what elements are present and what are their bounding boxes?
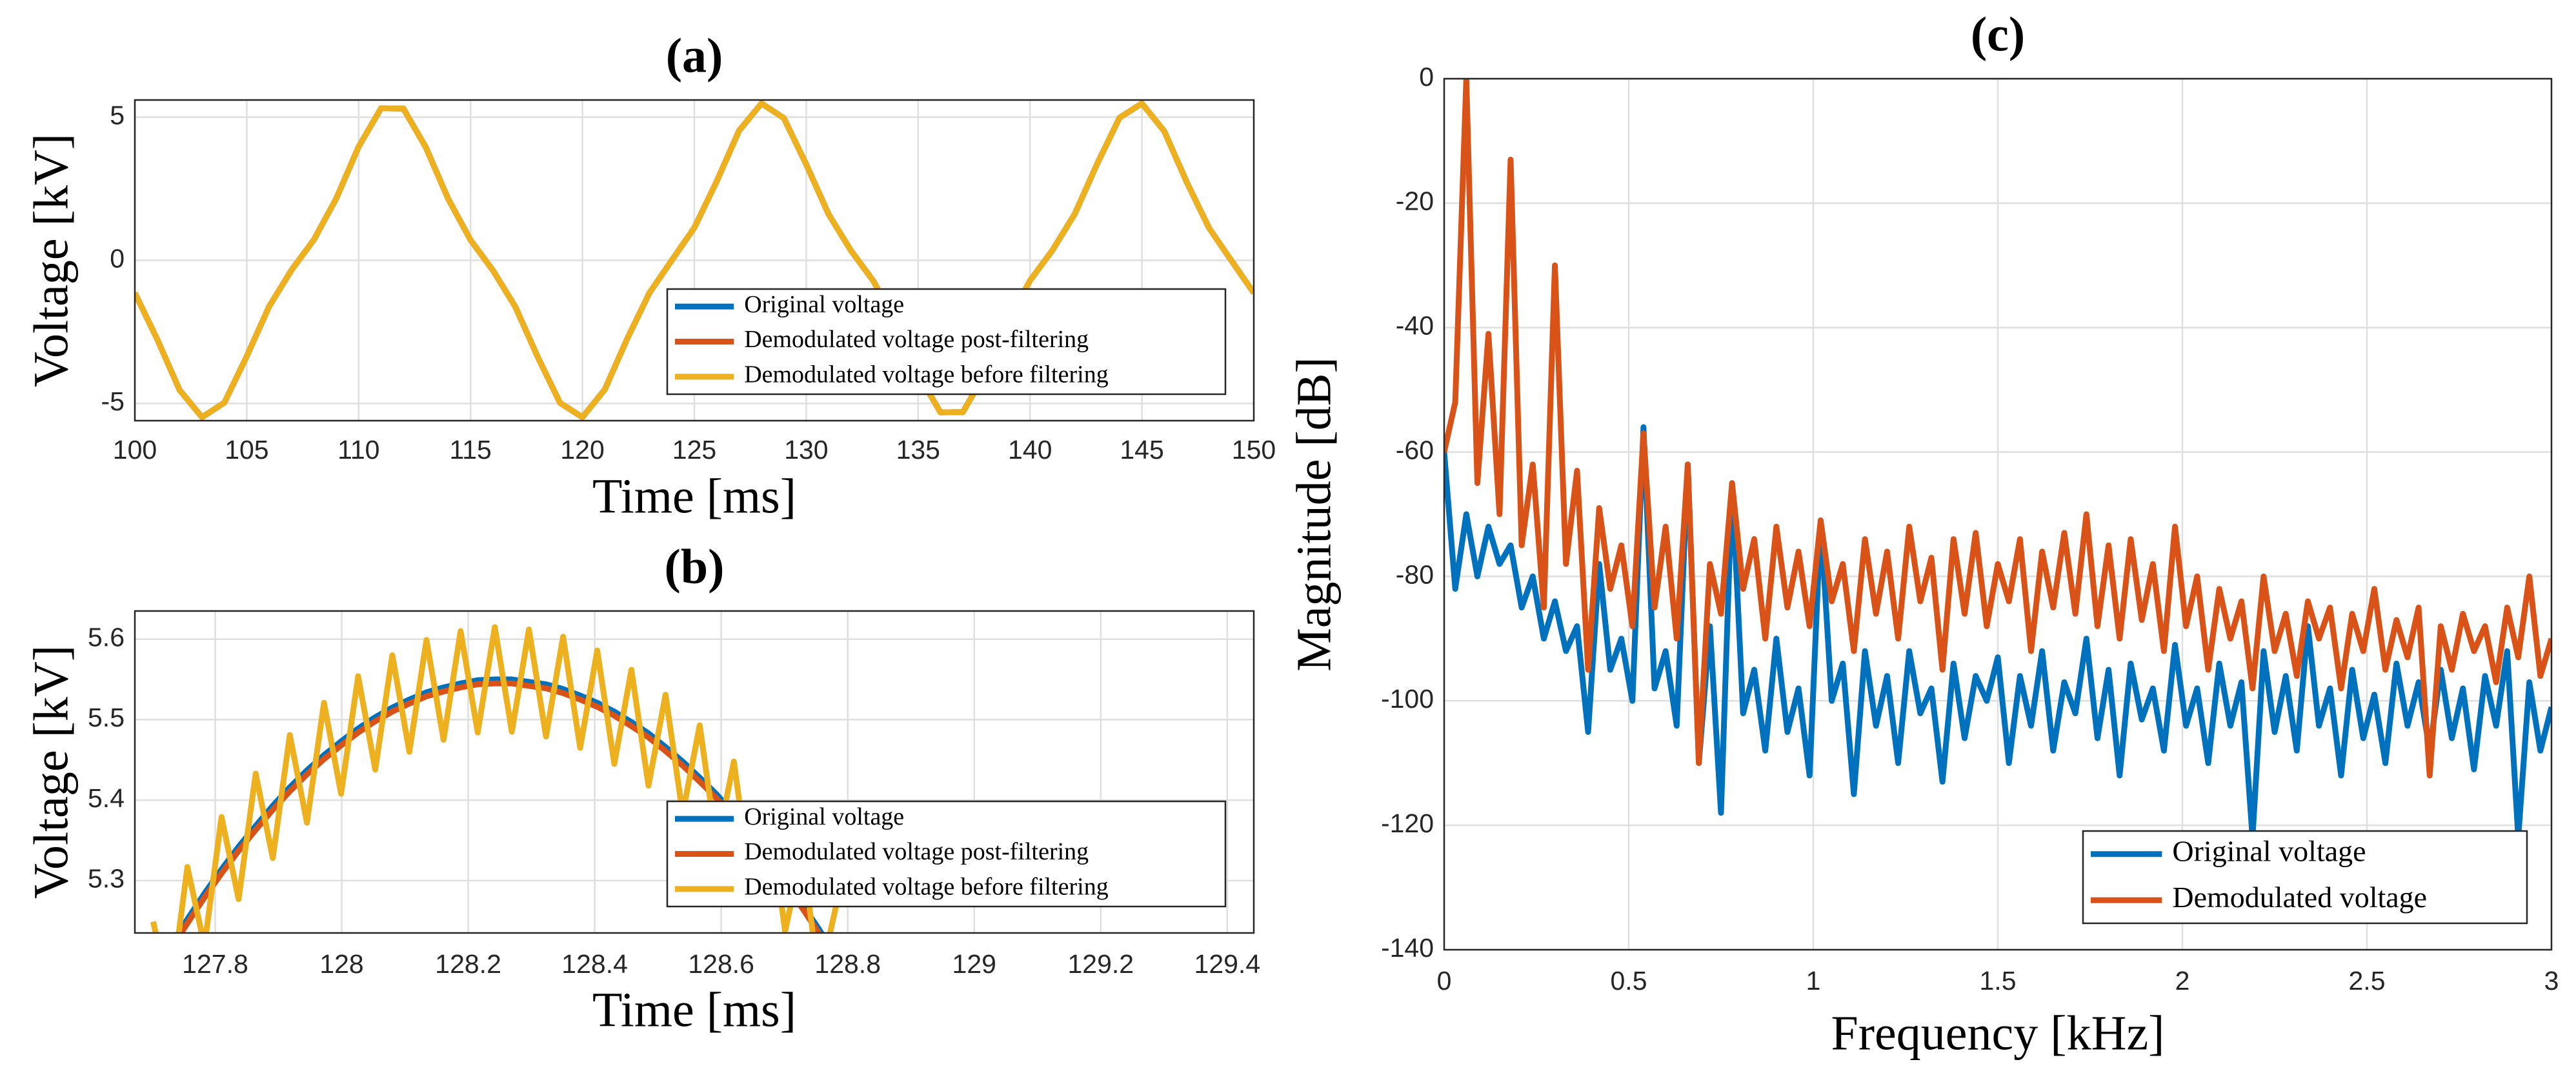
legend-label: Demodulated voltage before filtering [744, 361, 1109, 388]
y-tick-label: 0 [1419, 62, 1434, 92]
y-axis-label: Voltage [kV] [24, 134, 78, 387]
legend-box [666, 288, 1227, 396]
x-tick-label: 128.8 [814, 949, 881, 979]
y-tick-label: -40 [1396, 311, 1434, 341]
subplot-title: (b) [665, 539, 725, 594]
data-line [1444, 424, 2551, 841]
x-tick-label: 100 [113, 435, 157, 465]
legend-label: Original voltage [744, 291, 904, 318]
y-axis-label: Voltage [kV] [24, 645, 78, 899]
y-tick-label: 5.5 [88, 703, 125, 732]
subplot-title: (a) [666, 28, 723, 83]
y-axis-label: Magnitude [dB] [1287, 357, 1341, 672]
y-tick-label: 5.4 [88, 783, 125, 813]
legend-label: Original voltage [2172, 834, 2366, 867]
subplot: 100 105 110 115 120 125 130 135 140 145 150 -5 0 5 (a)… [24, 28, 1276, 523]
x-tick-label: 120 [560, 435, 604, 465]
legend-label: Demodulated voltage before filtering [744, 874, 1109, 901]
x-tick-label: 110 [337, 435, 379, 465]
x-tick-label: 2.5 [2349, 966, 2386, 996]
y-tick-label: 5.3 [88, 864, 125, 894]
x-tick-label: 0 [1437, 966, 1452, 996]
x-axis-label: Time [ms] [592, 469, 796, 523]
data-line [1444, 79, 2551, 779]
x-tick-label: 129.4 [1194, 949, 1261, 979]
axes-box [134, 610, 1255, 934]
x-tick-label: 105 [225, 435, 268, 465]
x-tick-label: 145 [1120, 435, 1163, 465]
x-tick-label: 3 [2544, 966, 2559, 996]
y-tick-label: -80 [1396, 559, 1434, 589]
y-tick-label: 5.6 [88, 622, 125, 652]
legend-label: Demodulated voltage [2172, 881, 2427, 914]
x-tick-label: 128.6 [688, 949, 754, 979]
x-tick-label: 1 [1806, 966, 1821, 996]
legend-box [666, 800, 1227, 908]
x-tick-label: 0.5 [1611, 966, 1647, 996]
y-tick-label: -100 [1381, 684, 1434, 714]
subplot: 0 0.5 1 1.5 2 2.5 3 -140 -120 -100 -80 -60 -40 -20 0 (c… [1287, 7, 2559, 1060]
data-line [135, 100, 1254, 421]
x-tick-label: 135 [896, 435, 940, 465]
x-tick-label: 129.2 [1067, 949, 1134, 979]
legend-label: Demodulated voltage post-filtering [744, 838, 1089, 865]
legend: Original voltage Demodulated voltage [2082, 830, 2528, 925]
x-tick-label: 2 [2175, 966, 2190, 996]
x-tick-label: 125 [672, 435, 716, 465]
x-tick-label: 128.2 [435, 949, 501, 979]
y-tick-label: -60 [1396, 435, 1434, 465]
x-tick-label: 1.5 [1980, 966, 2017, 996]
y-tick-label: -140 [1381, 933, 1434, 963]
axes-box [134, 99, 1255, 422]
y-tick-label: 5 [110, 100, 125, 130]
y-tick-label: 0 [110, 243, 125, 273]
plot-lines [1444, 79, 2551, 841]
x-axis-label: Frequency [kHz] [1831, 1006, 2164, 1060]
axes-box [1443, 77, 2553, 951]
legend-box [2082, 830, 2528, 925]
y-tick-label: -20 [1396, 186, 1434, 216]
x-axis-label: Time [ms] [592, 983, 796, 1037]
x-tick-label: 115 [450, 435, 492, 465]
plot-lines [135, 100, 1254, 421]
y-tick-label: -5 [101, 386, 125, 416]
legend-label: Original voltage [744, 803, 904, 830]
x-tick-label: 128 [319, 949, 363, 979]
x-tick-label: 127.8 [182, 949, 248, 979]
subplot-title: (c) [1971, 7, 2025, 61]
legend: Original voltage Demodulated voltage post… [666, 288, 1227, 396]
subplot: 127.8 128 128.2 128.4 128.6 128.8 129 129.2 129.… [24, 539, 1260, 1037]
x-tick-label: 129 [952, 949, 996, 979]
x-tick-label: 150 [1232, 435, 1276, 465]
x-tick-label: 130 [784, 435, 828, 465]
x-tick-label: 128.4 [561, 949, 628, 979]
legend: Original voltage Demodulated voltage post… [666, 800, 1227, 908]
y-tick-label: -120 [1381, 808, 1434, 838]
legend-label: Demodulated voltage post-filtering [744, 326, 1089, 353]
x-tick-label: 140 [1008, 435, 1052, 465]
